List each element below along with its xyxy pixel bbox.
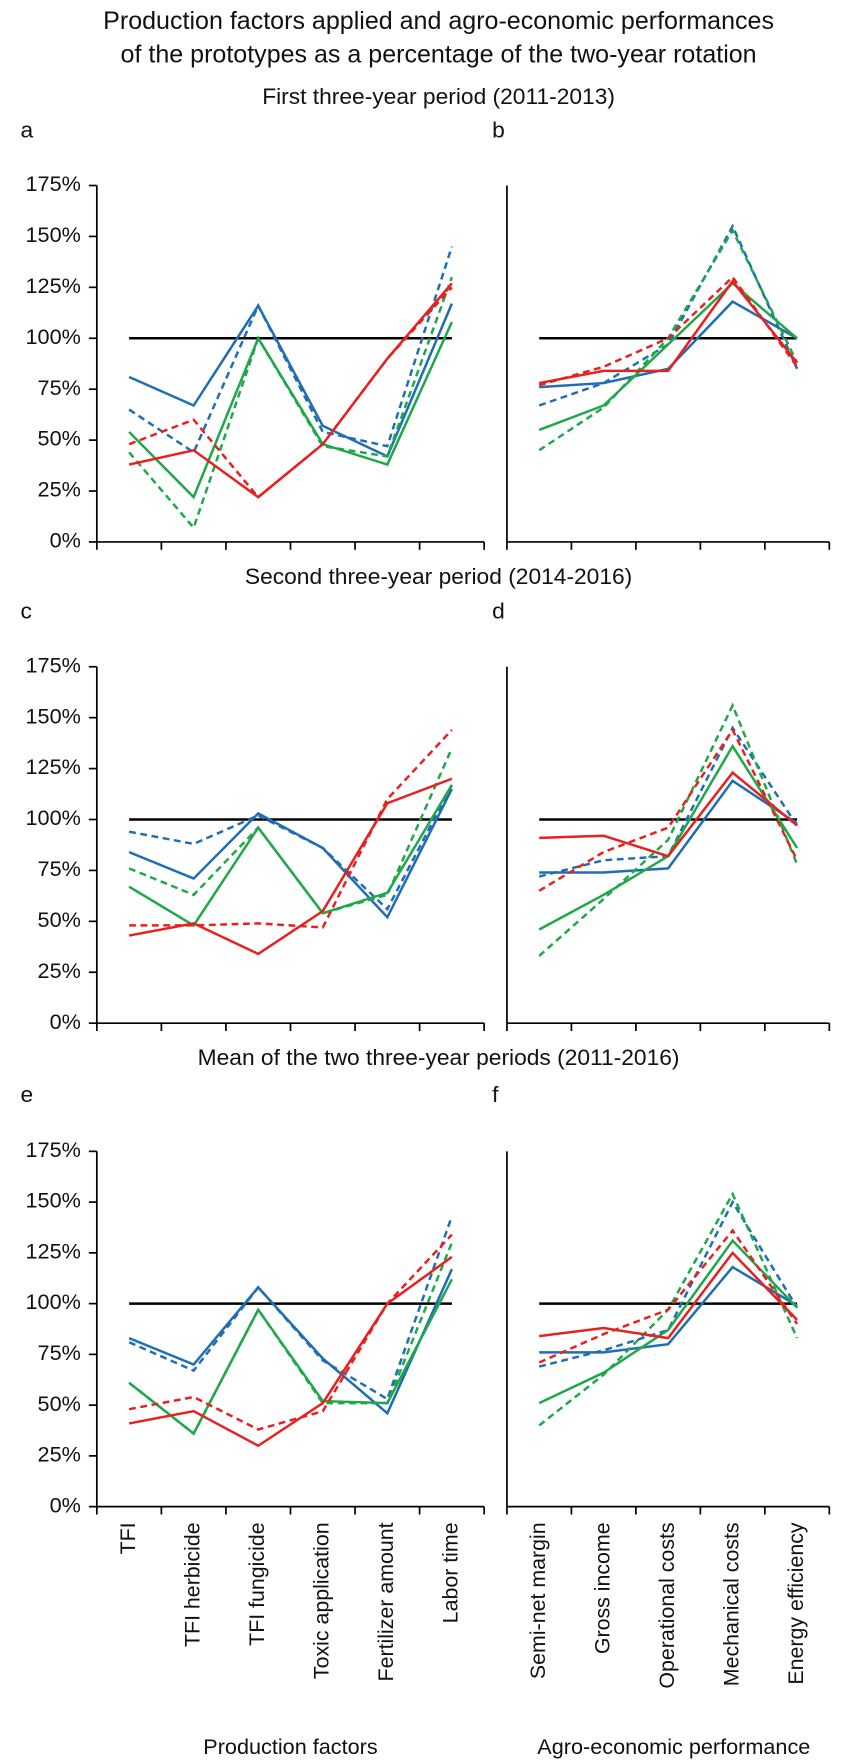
series-line — [538, 1228, 799, 1364]
y-tick-label: 25% — [38, 959, 81, 983]
y-tick-label: 75% — [38, 376, 81, 400]
y-tick-label: 175% — [26, 1138, 81, 1162]
series-line — [128, 286, 453, 499]
series-line — [128, 246, 454, 455]
panel-label: c — [21, 599, 32, 624]
x-tick-label: Operational costs — [655, 1522, 679, 1688]
x-axis-title: Agro-economic performance — [537, 1735, 810, 1759]
y-tick-label: 75% — [38, 857, 81, 881]
y-tick-label: 150% — [26, 1189, 81, 1213]
period-title: First three-year period (2011-2013) — [262, 84, 615, 109]
y-tick-label: 0% — [50, 1010, 81, 1034]
series-line — [128, 747, 454, 915]
series-line — [128, 1242, 454, 1436]
x-tick-label: Semi-net margin — [526, 1522, 550, 1679]
y-tick-label: 150% — [26, 223, 81, 247]
series-line — [539, 779, 798, 874]
y-tick-label: 100% — [26, 1290, 81, 1314]
x-tick-label: TFI — [116, 1522, 140, 1554]
x-tick-label: TFI herbicide — [180, 1522, 204, 1647]
series-line — [128, 276, 454, 531]
panel-label: e — [21, 1082, 34, 1107]
y-tick-label: 125% — [26, 755, 81, 779]
series-line — [538, 727, 799, 892]
y-tick-label: 50% — [38, 1392, 81, 1416]
series-line — [538, 702, 799, 957]
y-tick-label: 175% — [26, 654, 81, 678]
y-tick-label: 0% — [50, 1493, 81, 1517]
x-tick-label: Mechanical costs — [719, 1522, 743, 1686]
series-line — [128, 784, 453, 912]
series-line — [538, 281, 798, 432]
x-tick-label: TFI fungicide — [245, 1522, 269, 1645]
series-line — [128, 1233, 453, 1431]
y-tick-label: 125% — [26, 274, 81, 298]
x-tick-label: Labor time — [438, 1522, 462, 1623]
y-tick-label: 75% — [38, 1341, 81, 1365]
x-axis-title: Production factors — [203, 1735, 377, 1759]
series-line — [538, 1238, 798, 1405]
y-tick-label: 50% — [38, 908, 81, 932]
series-line — [538, 275, 799, 387]
x-tick-label: Fertilizer amount — [374, 1522, 398, 1681]
series-line — [539, 770, 798, 858]
series-line — [538, 227, 799, 452]
series-line — [128, 777, 453, 956]
panel-label: a — [21, 118, 34, 143]
series-line — [128, 1215, 454, 1401]
y-tick-label: 0% — [50, 529, 81, 553]
period-title: Second three-year period (2014-2016) — [245, 564, 632, 589]
series-line — [129, 729, 453, 929]
x-tick-label: Energy efficiency — [784, 1522, 808, 1685]
x-tick-label: Gross income — [590, 1522, 614, 1654]
y-tick-label: 175% — [26, 172, 81, 196]
period-title: Mean of the two three-year periods (2011… — [198, 1045, 680, 1070]
series-line — [128, 303, 454, 459]
series-line — [128, 1255, 453, 1448]
y-tick-label: 125% — [26, 1240, 81, 1264]
series-line — [128, 1268, 454, 1416]
y-tick-label: 50% — [38, 427, 81, 451]
x-tick-label: Toxic application — [309, 1522, 333, 1679]
y-tick-label: 25% — [38, 1443, 81, 1467]
panel-label: b — [492, 118, 505, 143]
series-line — [539, 1265, 798, 1354]
series-line — [128, 788, 454, 920]
title-line: of the prototypes as a percentage of the… — [121, 41, 757, 69]
y-tick-label: 100% — [26, 806, 81, 830]
panel-label: f — [492, 1082, 499, 1107]
series-line — [538, 223, 799, 407]
title-line: Production factors applied and agro-econ… — [103, 7, 774, 35]
y-tick-label: 150% — [26, 704, 81, 728]
y-tick-label: 25% — [38, 478, 81, 502]
panel-label: d — [492, 599, 505, 624]
series-line — [538, 1199, 799, 1368]
series-line — [539, 1250, 798, 1340]
y-tick-label: 100% — [26, 325, 81, 349]
